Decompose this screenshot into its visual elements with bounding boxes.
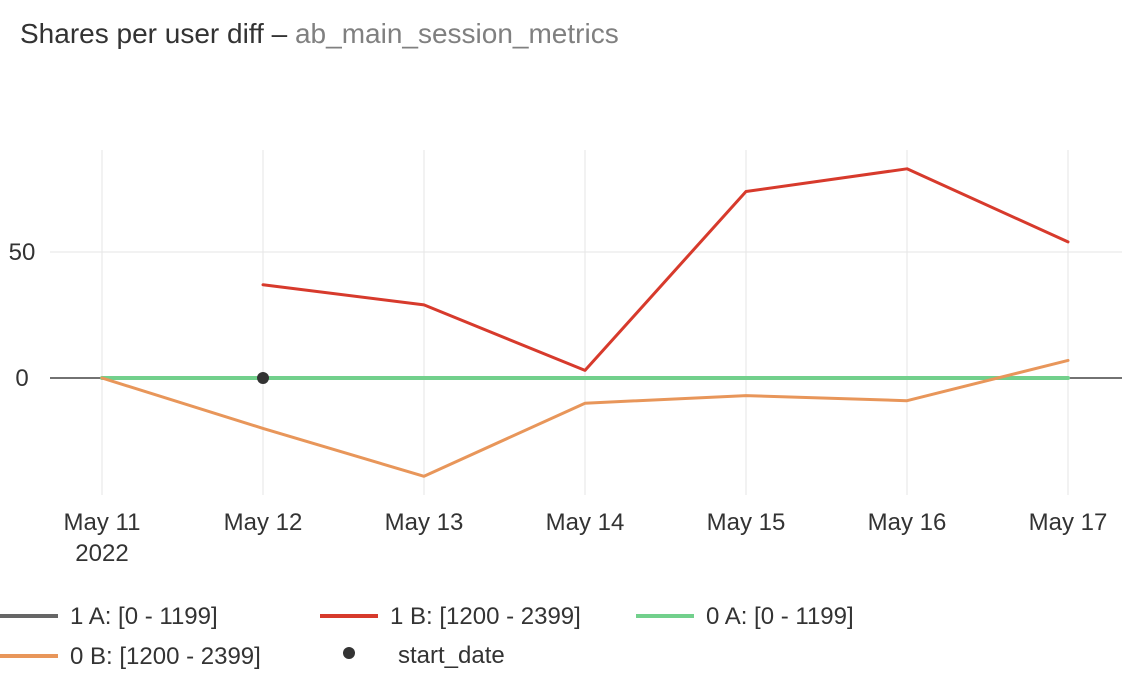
- x-tick-label: May 11: [64, 509, 141, 536]
- legend-label: 0 B: [1200 - 2399]: [70, 643, 261, 670]
- series-line: [261, 167, 1070, 372]
- axes: May 11 May 12 May 13 May 14 May 15 May 16 May …: [9, 239, 1122, 567]
- title-separator: –: [271, 18, 288, 49]
- x-tick-label: May 17: [1029, 509, 1108, 536]
- legend[interactable]: 1 A: [0 - 1199] 1 B: [1200 - 2399] 0 A: [0…: [0, 603, 854, 670]
- legend-item[interactable]: 0 B: [1200 - 2399]: [0, 643, 261, 670]
- chart-title: Shares per user diff – ab_main_session_m…: [20, 18, 619, 50]
- legend-item[interactable]: 1 A: [0 - 1199]: [0, 603, 218, 630]
- series-line: [100, 358, 1070, 478]
- series: [100, 167, 1070, 478]
- x-tick-label: May 12: [224, 509, 303, 536]
- x-tick-label: May 16: [868, 509, 947, 536]
- y-tick-label: 50: [9, 239, 36, 266]
- x-tick-label: May 14: [546, 509, 625, 536]
- y-tick-label: 0: [15, 365, 28, 392]
- chart-subtitle: ab_main_session_metrics: [294, 18, 619, 49]
- start-date-point: [257, 372, 269, 384]
- legend-item[interactable]: 0 A: [0 - 1199]: [636, 603, 854, 630]
- x-tick-label: May 15: [707, 509, 786, 536]
- legend-item[interactable]: 1 B: [1200 - 2399]: [320, 603, 581, 630]
- legend-item[interactable]: start_date: [343, 642, 505, 669]
- legend-label: 0 A: [0 - 1199]: [706, 603, 854, 630]
- legend-label: 1 B: [1200 - 2399]: [390, 603, 581, 630]
- legend-label: start_date: [398, 642, 505, 669]
- legend-label: 1 A: [0 - 1199]: [70, 603, 218, 630]
- x-tick-label: May 13: [385, 509, 464, 536]
- grid: [50, 150, 1122, 495]
- legend-swatch-dot: [343, 647, 355, 659]
- chart-title-main: Shares per user diff: [20, 18, 264, 49]
- x-tick-year-label: 2022: [75, 540, 128, 567]
